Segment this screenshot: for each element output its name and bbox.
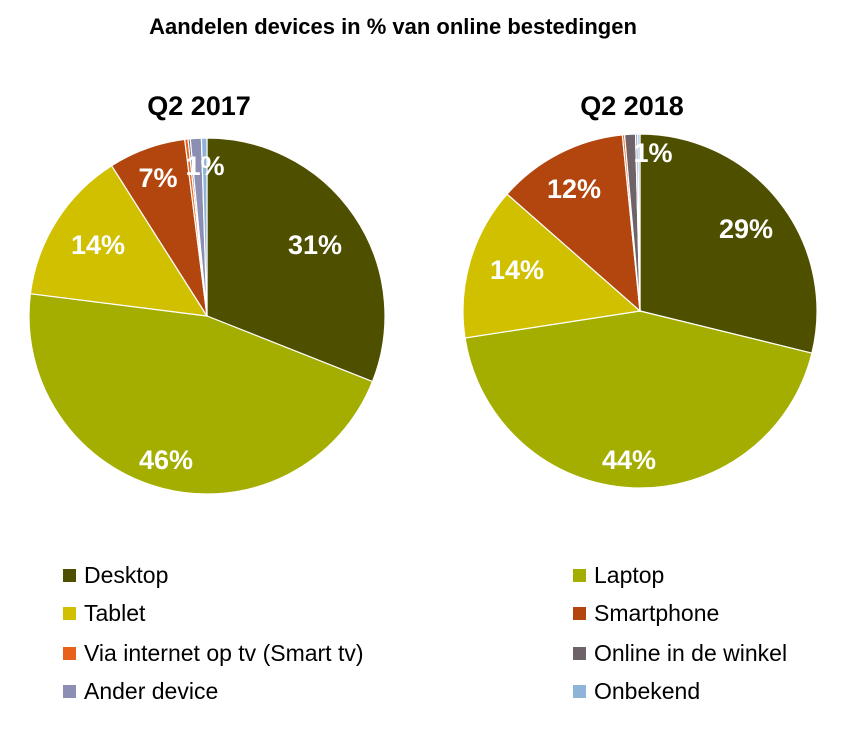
data-label: 14% [490, 255, 544, 285]
pie-slice-laptop [464, 310, 813, 489]
data-label: 1% [185, 151, 224, 181]
data-label: 14% [71, 230, 125, 260]
chart-title: Aandelen devices in % van online bestedi… [149, 14, 637, 39]
pie-1: 29% 44% 14% 12% 1% [462, 133, 818, 489]
pie-slice-onbekend [200, 137, 208, 317]
data-label: 1% [633, 138, 672, 168]
pie-title-1: Q2 2018 [580, 91, 684, 121]
pie-slice-tablet [29, 164, 209, 317]
pie-slice-smartphone [506, 134, 641, 313]
pie-slice-desktop [206, 137, 386, 383]
data-label: 44% [602, 445, 656, 475]
pie-slice-onbekend [637, 133, 641, 312]
data-label: 46% [139, 445, 193, 475]
pie-slice-laptop [28, 293, 374, 495]
pie-slice-desktop [639, 133, 818, 354]
data-label: 7% [138, 163, 177, 193]
pie-slice-tablet [462, 193, 642, 339]
pie-title-0: Q2 2017 [147, 91, 251, 121]
data-label: 29% [719, 214, 773, 244]
data-label: 31% [288, 230, 342, 260]
pie-0: 31% 46% 14% 7% 1% [28, 137, 386, 495]
data-label: 12% [547, 174, 601, 204]
